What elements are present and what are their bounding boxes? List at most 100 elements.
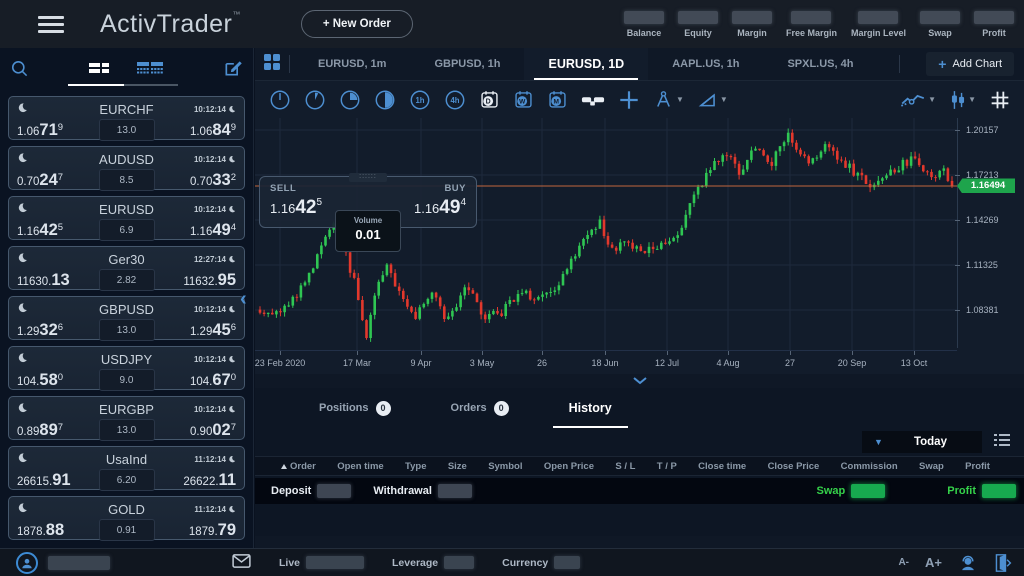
bid-price[interactable]: 0.70247	[17, 171, 64, 189]
menu-icon[interactable]	[38, 12, 64, 37]
quote-time: 10:12:14	[194, 205, 236, 214]
column-header[interactable]: Order	[281, 461, 316, 472]
chart-tab[interactable]: EURUSD, 1D	[524, 48, 649, 80]
instrument-tile[interactable]: AUDUSD 10:12:14 0.70247 8.5 0.70332	[8, 146, 245, 191]
bid-price[interactable]: 26615.91	[17, 471, 71, 489]
timeframe-1w-calendar-icon[interactable]: W	[513, 89, 534, 110]
bid-price[interactable]: 104.580	[17, 371, 64, 389]
candlestick-chart[interactable]	[255, 118, 957, 355]
bid-price[interactable]: 1.16425	[17, 221, 64, 239]
buy-button[interactable]: BUY 1.16494	[413, 183, 466, 218]
panel-tab-history[interactable]: History	[539, 388, 642, 428]
panel-tab-positions[interactable]: Positions 0	[289, 388, 421, 428]
widget-drag-handle[interactable]: ::::::	[349, 173, 387, 182]
instrument-tile[interactable]: Ger30 12:27:14 11630.13 2.82 11632.95	[8, 246, 245, 291]
view-detailed-icon[interactable]	[136, 61, 164, 75]
time-axis[interactable]: 23 Feb 2020 17 Mar 9 Apr 3 May 26 18 Jun 12 Ju…	[255, 350, 957, 374]
ask-price[interactable]: 1.06849	[189, 121, 236, 139]
chart-tab[interactable]: AAPL.US, 1h	[672, 58, 740, 70]
crosshair-icon[interactable]	[618, 89, 640, 111]
add-chart-button[interactable]: + Add Chart	[926, 52, 1014, 76]
instrument-tile[interactable]: GOLD 11:12:14 1878.88 0.91 1879.79	[8, 496, 245, 541]
view-compact-icon[interactable]	[88, 61, 114, 75]
moon-icon	[17, 200, 28, 218]
bid-price[interactable]: 11630.13	[17, 271, 70, 289]
chart-area[interactable]: 1.20157 1.17213 1.14269 1.11325 1.08381 1.16…	[255, 118, 1024, 374]
bid-price[interactable]: 1.29326	[17, 321, 64, 339]
shapes-icon[interactable]: ▼	[697, 89, 728, 110]
timeframe-5m-clock-icon[interactable]	[304, 89, 326, 111]
ask-price[interactable]: 1.16494	[189, 221, 236, 239]
timeframe-15m-clock-icon[interactable]	[339, 89, 361, 111]
column-header[interactable]: Close Price	[767, 460, 820, 472]
ask-price[interactable]: 1879.79	[188, 521, 236, 539]
column-header[interactable]: Commission	[840, 460, 898, 472]
panel-tab-orders[interactable]: Orders 0	[421, 388, 539, 428]
sell-button[interactable]: SELL 1.16425	[270, 183, 323, 218]
bid-price[interactable]: 1878.88	[17, 521, 65, 539]
list-view-icon[interactable]	[994, 433, 1010, 452]
tick-chart-icon[interactable]	[581, 92, 605, 108]
chart-tab[interactable]: SPXL.US, 4h	[787, 58, 854, 70]
dropdown-caret-icon[interactable]: ▼	[719, 95, 728, 104]
chart-tab[interactable]: GBPUSD, 1h	[434, 58, 501, 70]
bid-price[interactable]: 1.06719	[17, 121, 64, 139]
sidebar-collapse-chevron-icon[interactable]: ‹	[240, 288, 247, 310]
search-icon[interactable]	[10, 59, 29, 78]
app-logo: ActivTrader™	[100, 9, 241, 38]
plus-icon: +	[938, 56, 947, 72]
ask-price[interactable]: 104.670	[189, 371, 236, 389]
period-dropdown[interactable]: ▼ Today	[862, 431, 982, 453]
grid-toggle-icon[interactable]	[990, 90, 1010, 110]
new-order-button[interactable]: + New Order	[300, 10, 413, 38]
svg-text:D: D	[486, 99, 491, 106]
edit-icon[interactable]	[223, 58, 243, 78]
chart-type-candles-icon[interactable]: ▼	[950, 90, 976, 110]
timeframe-1m-clock-icon[interactable]	[269, 89, 291, 111]
column-header[interactable]: Open Price	[543, 460, 595, 472]
ask-price[interactable]: 1.29456	[189, 321, 236, 339]
column-header[interactable]: T / P	[656, 460, 677, 472]
column-header[interactable]: Type	[405, 460, 427, 472]
instrument-tile[interactable]: EURGBP 10:12:14 0.89897 13.0 0.90027	[8, 396, 245, 441]
instrument-tile[interactable]: GBPUSD 10:12:14 1.29326 13.0 1.29456	[8, 296, 245, 341]
volume-input[interactable]: Volume 0.01	[335, 210, 401, 252]
timeframe-1mn-calendar-icon[interactable]: M	[547, 89, 568, 110]
timeframe-4h-icon[interactable]: 4h	[444, 89, 466, 111]
ask-price[interactable]: 11632.95	[183, 271, 236, 289]
font-decrease-button[interactable]: A-	[898, 557, 910, 568]
panel-expand-chevron-icon[interactable]	[255, 374, 1024, 388]
column-header[interactable]: Size	[447, 460, 467, 472]
font-increase-button[interactable]: A+	[925, 555, 942, 570]
instrument-tile[interactable]: USDJPY 10:12:14 104.580 9.0 104.670	[8, 346, 245, 391]
timeframe-30m-clock-icon[interactable]	[374, 89, 396, 111]
column-header[interactable]: Close time	[698, 460, 747, 472]
column-header[interactable]: Symbol	[488, 460, 523, 472]
column-header[interactable]: Profit	[965, 460, 990, 472]
price-axis[interactable]: 1.20157 1.17213 1.14269 1.11325 1.08381	[955, 118, 1024, 348]
instrument-tile[interactable]: EURCHF 10:12:14 1.06719 13.0 1.06849	[8, 96, 245, 141]
ask-price[interactable]: 26622.11	[183, 471, 236, 489]
chart-tab[interactable]: EURUSD, 1m	[318, 58, 387, 70]
dropdown-caret-icon[interactable]: ▼	[676, 95, 684, 104]
chart-layout-grid-icon[interactable]	[263, 53, 281, 76]
dropdown-caret-icon[interactable]: ▼	[968, 95, 976, 104]
bid-price[interactable]: 0.89897	[17, 421, 64, 439]
dropdown-caret-icon[interactable]: ▼	[928, 95, 937, 104]
column-header[interactable]: Swap	[919, 460, 944, 472]
instrument-tile[interactable]: EURUSD 10:12:14 1.16425 6.9 1.16494	[8, 196, 245, 241]
logout-door-icon[interactable]	[994, 553, 1012, 573]
column-header[interactable]: Open time	[337, 460, 384, 472]
timeframe-1d-calendar-icon[interactable]: D	[479, 89, 500, 110]
ask-price[interactable]: 0.90027	[189, 421, 236, 439]
instrument-symbol: USDJPY	[100, 351, 153, 367]
drawing-tools-icon[interactable]: ▼	[653, 89, 684, 110]
chart-type-line-icon[interactable]: ▼	[900, 91, 936, 109]
ask-price[interactable]: 0.70332	[189, 171, 236, 189]
timeframe-1h-icon[interactable]: 1h	[409, 89, 431, 111]
instrument-tile[interactable]: UsaInd 11:12:14 26615.91 6.20 26622.11	[8, 446, 245, 491]
mail-icon[interactable]	[232, 554, 251, 571]
support-headset-icon[interactable]	[958, 553, 978, 573]
avatar-icon[interactable]	[16, 551, 38, 574]
column-header[interactable]: S / L	[615, 460, 636, 472]
